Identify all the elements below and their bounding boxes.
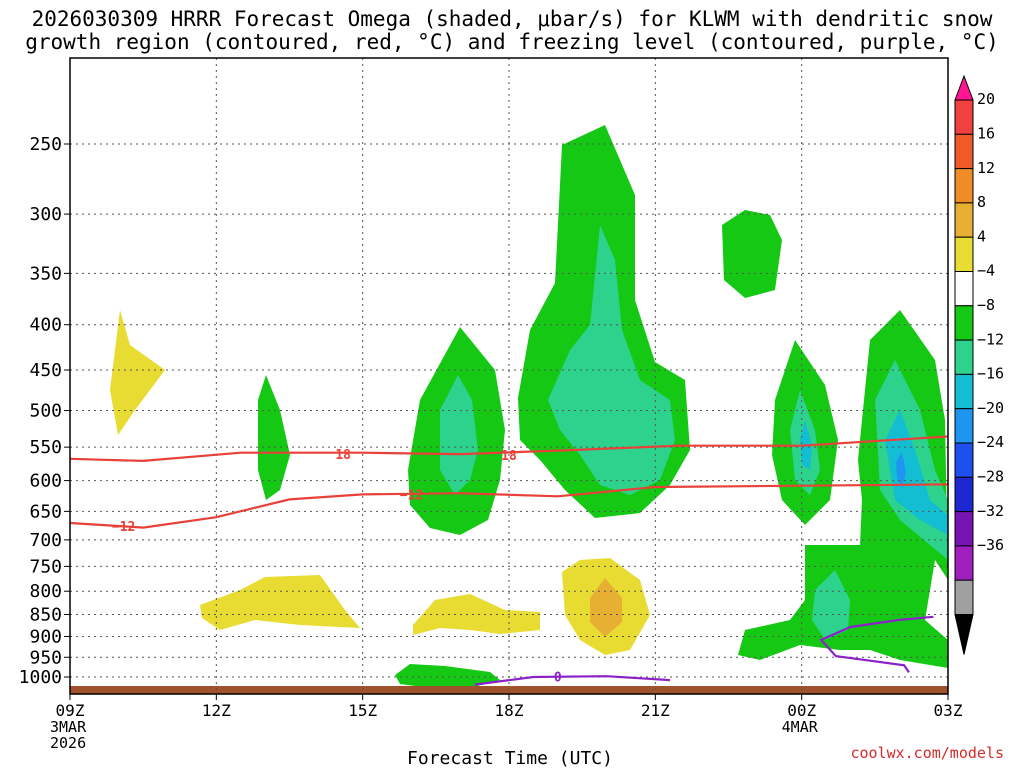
chart-title: 2026030309 HRRR Forecast Omega (shaded, … [0,8,1024,54]
colorbar-label: −24 [977,433,1004,451]
colorbar-label: −32 [977,502,1004,520]
y-tick-label: 450 [29,360,62,381]
colorbar-label: −16 [977,365,1004,383]
y-tick-label: 250 [29,134,62,155]
y-tick-label: 400 [29,315,62,336]
colorbar-label: −36 [977,536,1004,554]
omega-shading [70,125,948,694]
contour-line [69,435,949,463]
omega-yellow-area [200,575,360,630]
x-tick-label: 2026 [50,734,86,752]
omega-green-area [722,210,782,298]
colorbar-label: 20 [977,90,995,108]
omega-yellow-area [110,310,165,435]
x-tick-label: 15Z [348,701,377,720]
contour-label: 18 [501,449,517,464]
y-tick-label: 500 [29,401,62,422]
omega-orange-area [590,578,622,637]
omega-teal-area [548,225,675,495]
colorbar-segment [954,168,974,204]
colorbar-label: −20 [977,399,1004,417]
colorbar-segment [954,545,974,581]
omega-teal-area [440,375,478,495]
colorbar-segment [954,442,974,478]
contours: 18 18 −12 −12 0 [69,435,949,686]
omega-yellow-area [413,594,540,635]
colorbar-segment [954,202,974,238]
colorbar-segment [954,133,974,170]
colorbar-segment [954,373,974,410]
omega-blue-area [896,452,906,488]
x-tick-label: 3MAR [50,718,87,736]
x-axis-label: Forecast Time (UTC) [407,748,613,768]
colorbar-bottom-arrow [954,614,974,655]
x-tick-label: 4MAR [782,718,819,736]
x-tick-label: 18Z [495,701,524,720]
y-tick-label: 950 [29,647,62,668]
omega-green-area [258,375,290,500]
y-tick-label: 800 [29,581,62,602]
ground-terrain [70,686,948,694]
omega-teal-area [812,570,850,640]
contour-label: 18 [335,448,351,463]
x-tick-label: 12Z [202,701,231,720]
x-tick-label: 09Z [56,701,85,720]
colorbar-label: −4 [977,262,995,280]
y-tick-label: 1000 [19,667,62,688]
colorbar-label: −28 [977,467,1004,485]
y-tick-label: 350 [29,263,62,284]
colorbar: 20 16 12 8 4 −4 −8 −12 −16 −20 −24 −28 −32 −36 [954,74,1004,655]
colorbar-segment [954,339,974,375]
colorbar-label: 12 [977,159,995,177]
x-tick-label: 03Z [934,701,963,720]
colorbar-label: 4 [977,227,986,245]
chart-title-line-2: growth region (contoured, red, °C) and f… [25,30,999,54]
colorbar-segment [954,408,974,444]
colorbar-segment [954,305,974,341]
y-tick-label: 900 [29,626,62,647]
contour-line [474,675,671,686]
colorbar-segment [954,236,974,272]
colorbar-label: 16 [977,124,995,142]
contour-label: −12 [400,488,423,503]
y-tick-label: 650 [29,501,62,522]
x-tick-label: 00Z [787,701,816,720]
y-tick-label: 600 [29,471,62,492]
colorbar-segment [954,271,974,307]
y-tick-label: 300 [29,204,62,225]
omega-green-area [395,664,500,688]
colorbar-label: −12 [977,330,1004,348]
credit-text: coolwx.com/models [850,744,1004,762]
omega-cyan-area [885,410,948,535]
colorbar-label: −8 [977,296,995,314]
y-tick-label: 750 [29,556,62,577]
y-tick-label: 700 [29,530,62,551]
y-tick-label: 850 [29,605,62,626]
colorbar-segment [954,511,974,547]
contour-label: 0 [554,671,562,686]
colorbar-segment [954,579,974,616]
y-axis: 2503003504004505005506006507007508008509… [19,134,70,688]
colorbar-segment [954,476,974,513]
chart-title-line-1: 2026030309 HRRR Forecast Omega (shaded, … [31,7,993,31]
y-tick-label: 550 [29,437,62,458]
colorbar-segment [954,99,974,135]
colorbar-top-arrow [954,74,974,101]
colorbar-label: 8 [977,193,986,211]
contour-label: −12 [112,520,135,535]
contour-line [69,483,949,529]
x-tick-label: 21Z [641,701,670,720]
contour-line [819,615,934,674]
